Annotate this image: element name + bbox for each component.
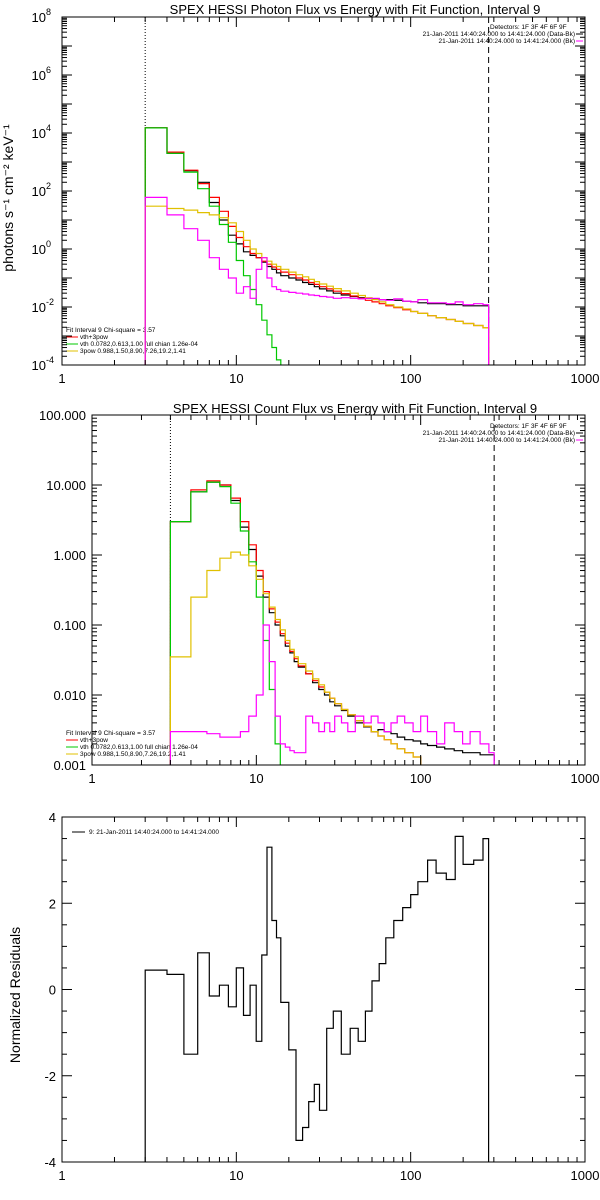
y-tick-label: 4 <box>49 810 56 825</box>
x-tick-label: 10 <box>249 771 263 786</box>
axes-frame <box>61 16 586 366</box>
x-tick-label: 1000 <box>571 371 600 386</box>
y-tick-exponent: 0 <box>46 239 51 249</box>
y-tick-exponent: 2 <box>46 181 51 191</box>
x-tick-label: 1 <box>88 771 95 786</box>
y-tick-exponent: 8 <box>46 7 51 17</box>
x-tick-label: 10 <box>229 1168 243 1183</box>
y-tick-label: 0.100 <box>53 618 86 633</box>
fit-legend-text: vth 0.0782,0.613,1.00 full chian 1.26e-0… <box>80 744 198 751</box>
series-0-line <box>144 835 490 1162</box>
x-tick-label: 1000 <box>571 1168 600 1183</box>
x-tick-label: 100 <box>400 371 422 386</box>
count-flux-plot: 1 10 100 1000 0.001 0.010 0.100 1.000 10.000 100.… <box>39 408 599 786</box>
y-tick-label: 10 <box>32 126 46 141</box>
series-3-line <box>144 205 490 365</box>
y-tick-label: 0.001 <box>53 758 86 773</box>
residuals-legend: 9: 21-Jan-2011 14:40:24.000 to 14:41:24.… <box>72 829 219 836</box>
series-group <box>144 127 490 365</box>
series-2-line <box>144 127 282 365</box>
legend-text: 9: 21-Jan-2011 14:40:24.000 to 14:41:24.… <box>89 829 219 836</box>
series-group <box>169 480 495 765</box>
y-tick-exponent: -4 <box>46 355 54 365</box>
y-tick-label: 100.000 <box>39 408 86 423</box>
axes-frame <box>91 414 586 766</box>
series-group <box>144 835 490 1162</box>
fit-legend-text: 3pow 0.988,1.50,8.90,7.26,19.2,1.41 <box>80 751 186 758</box>
y-tick-label: -2 <box>44 1069 56 1084</box>
count-flux-panel: SPEX HESSI Count Flux vs Energy with Fit… <box>39 401 599 786</box>
series-1-line <box>169 480 422 765</box>
x-tick-label: 1 <box>58 1168 65 1183</box>
fit-legend-text: 3pow 0.988,1.50,8.90,7.26,19.2,1.41 <box>80 348 186 355</box>
legend-text: 21-Jan-2011 14:40:24.000 to 14:41:24.000… <box>439 38 575 45</box>
legend-text: 21-Jan-2011 14:40:24.000 to 14:41:24.000… <box>423 430 575 437</box>
y-tick-label: 10 <box>32 358 46 373</box>
photon-flux-ylabel: photons s⁻¹ cm⁻² keV⁻¹ <box>0 124 16 272</box>
y-tick-label: 2 <box>49 896 56 911</box>
y-tick-label: 10 <box>32 184 46 199</box>
y-tick-label: 1.000 <box>53 548 86 563</box>
series-0-line <box>144 127 490 365</box>
legend-text: 21-Jan-2011 14:40:24.000 to 14:41:24.000… <box>423 31 575 38</box>
series-2-line <box>169 481 281 765</box>
y-tick-label: 10 <box>32 68 46 83</box>
y-tick-exponent: 4 <box>46 123 51 133</box>
y-tick-label: 10 <box>32 242 46 257</box>
fit-legend-header: Fit Interval 9 Chi-square = 3.57 <box>66 730 156 737</box>
y-tick-label: 10 <box>32 300 46 315</box>
x-tick-label: 100 <box>400 1168 422 1183</box>
y-tick-label: 10.000 <box>46 478 86 493</box>
fit-legend-header: Fit Interval 9 Chi-square = 3.57 <box>66 327 156 334</box>
fit-legend-text: vth 0.0782,0.613,1.00 full chian 1.26e-0… <box>80 341 198 348</box>
y-tick-exponent: -2 <box>46 297 54 307</box>
legend-detectors: Detectors: 1F 3F 4F 6F 9F <box>490 423 567 430</box>
residuals-plot: 1 10 100 1000 -4 -2 0 2 4 <box>44 810 599 1183</box>
series-0-line <box>169 481 495 765</box>
legend-text: 21-Jan-2011 14:40:24.000 to 14:41:24.000… <box>439 437 575 444</box>
x-tick-label: 1 <box>58 371 65 386</box>
fit-legend-text: vth+3pow <box>80 334 108 341</box>
series-1-line <box>144 127 490 365</box>
x-tick-label: 10 <box>229 371 243 386</box>
y-tick-label: 0.010 <box>53 688 86 703</box>
fit-legend-text: vth+3pow <box>80 737 108 744</box>
y-tick-label: 10 <box>32 10 46 25</box>
legend-detectors: Detectors: 1F 3F 4F 6F 9F <box>490 24 567 31</box>
series-3-line <box>169 551 422 765</box>
y-tick-label: -4 <box>44 1155 56 1170</box>
x-tick-label: 100 <box>410 771 432 786</box>
residuals-ylabel: Normalized Residuals <box>7 927 23 1063</box>
series-4-line <box>169 624 495 765</box>
photon-flux-title: SPEX HESSI Photon Flux vs Energy with Fi… <box>170 2 541 17</box>
y-tick-exponent: 6 <box>46 65 51 75</box>
residuals-panel: Normalized Residuals 9: 21-Jan-2011 14:4… <box>7 810 599 1183</box>
count-flux-title: SPEX HESSI Count Flux vs Energy with Fit… <box>173 401 537 416</box>
y-tick-label: 0 <box>49 983 56 998</box>
x-tick-label: 1000 <box>571 771 600 786</box>
photon-flux-panel: SPEX HESSI Photon Flux vs Energy with Fi… <box>0 2 599 386</box>
series-4-line <box>144 196 490 365</box>
